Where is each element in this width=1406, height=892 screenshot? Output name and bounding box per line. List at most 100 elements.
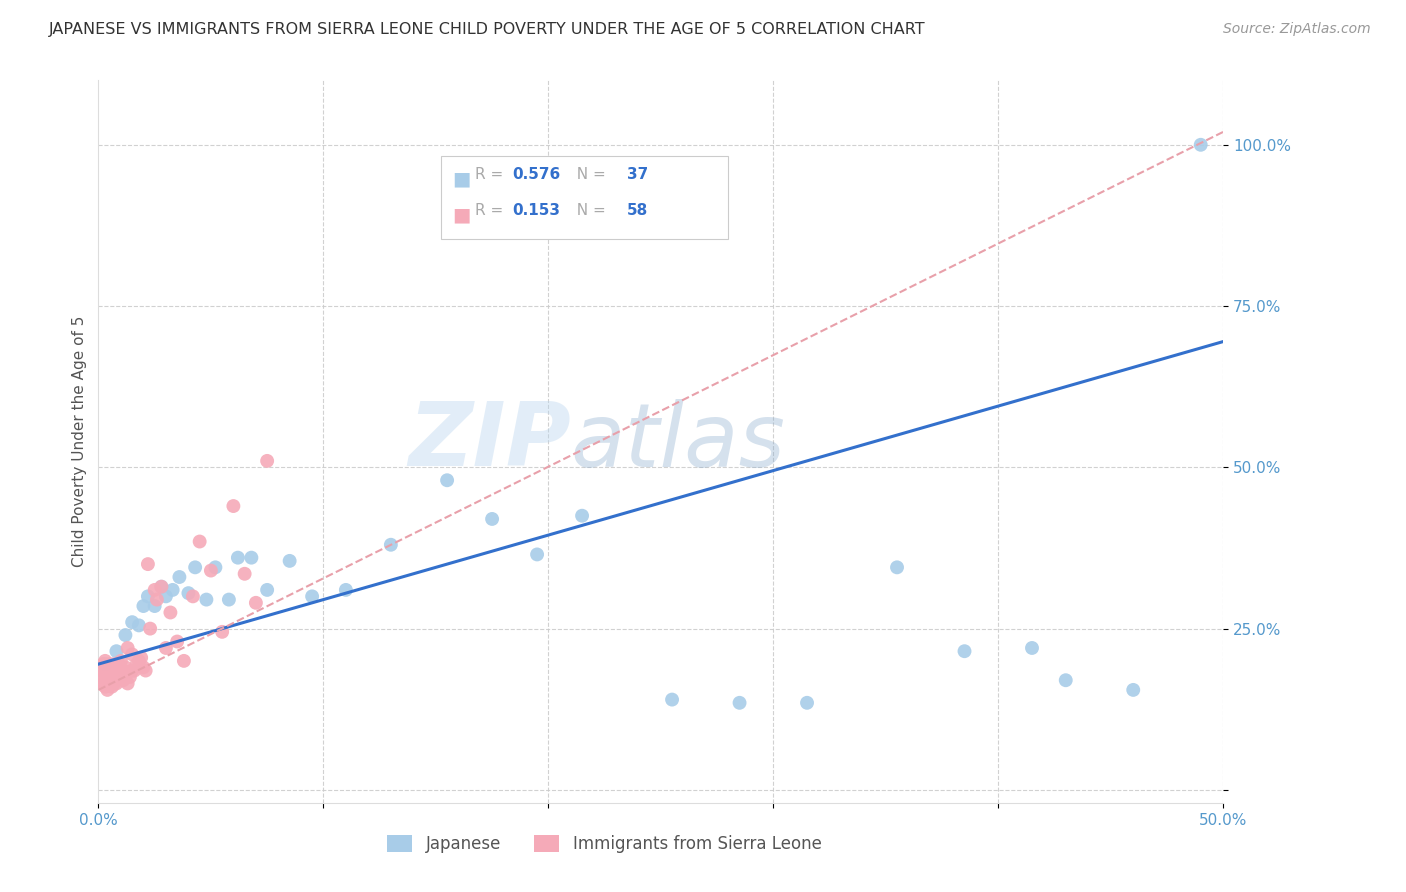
Point [181, 590, 204, 604]
Point [245, 596, 267, 610]
Point [105, 666, 128, 681]
Point [121, 648, 143, 662]
Point [200, 564, 222, 578]
Point [91, 657, 114, 672]
Point [204, 560, 226, 574]
Point [240, 550, 263, 565]
Point [150, 580, 173, 594]
Text: 0.153: 0.153 [512, 203, 561, 219]
Text: N =: N = [568, 203, 612, 219]
Point [94, 657, 117, 672]
Point [162, 582, 184, 597]
Point [117, 640, 139, 655]
Point [436, 473, 458, 487]
Point [98, 676, 121, 690]
Point [139, 622, 162, 636]
Point [159, 606, 181, 620]
Point [218, 592, 240, 607]
Point [129, 650, 152, 665]
Point [169, 570, 191, 584]
Point [1189, 137, 1212, 152]
Point [105, 676, 128, 690]
Text: atlas: atlas [571, 399, 786, 484]
Point [728, 696, 751, 710]
Point [94, 666, 117, 681]
Point [121, 664, 143, 678]
Point [128, 654, 150, 668]
Y-axis label: Child Poverty Under the Age of 5: Child Poverty Under the Age of 5 [72, 316, 87, 567]
Point [132, 599, 155, 613]
Point [143, 582, 166, 597]
Point [114, 670, 136, 684]
Point [136, 557, 159, 571]
Point [233, 566, 256, 581]
Point [103, 676, 125, 690]
Point [226, 550, 249, 565]
Point [105, 664, 128, 678]
Point [128, 618, 150, 632]
Point [132, 660, 155, 674]
Point [114, 628, 136, 642]
Point [94, 654, 117, 668]
Point [103, 670, 125, 684]
Point [110, 664, 132, 678]
Point [335, 582, 357, 597]
Point [155, 590, 177, 604]
Point [101, 664, 124, 678]
Point [107, 657, 129, 672]
Point [796, 696, 818, 710]
Point [101, 680, 124, 694]
Point [96, 682, 118, 697]
Text: Source: ZipAtlas.com: Source: ZipAtlas.com [1223, 22, 1371, 37]
Point [98, 670, 121, 684]
Point [177, 586, 200, 600]
Point [114, 660, 136, 674]
Point [166, 634, 188, 648]
Point [135, 664, 157, 678]
Point [136, 590, 159, 604]
Point [661, 692, 683, 706]
Point [184, 560, 207, 574]
Point [155, 640, 177, 655]
Point [90, 664, 112, 678]
Point [143, 599, 166, 613]
Point [1021, 640, 1043, 655]
Point [103, 657, 125, 672]
Point [222, 499, 245, 513]
Point [125, 657, 148, 672]
Point [256, 582, 278, 597]
Point [278, 554, 301, 568]
Text: ■: ■ [453, 169, 471, 188]
Text: N =: N = [568, 167, 612, 182]
Point [91, 676, 114, 690]
Point [1122, 682, 1144, 697]
Point [96, 673, 118, 688]
Point [886, 560, 908, 574]
Text: ZIP: ZIP [408, 398, 571, 485]
Point [121, 615, 143, 630]
Text: 0.576: 0.576 [512, 167, 561, 182]
Point [188, 534, 211, 549]
Point [211, 624, 233, 639]
Point [173, 654, 195, 668]
Text: R =: R = [475, 167, 509, 182]
Legend: Japanese, Immigrants from Sierra Leone: Japanese, Immigrants from Sierra Leone [381, 828, 828, 860]
Point [112, 673, 135, 688]
Point [98, 657, 121, 672]
Point [571, 508, 593, 523]
Point [110, 654, 132, 668]
Point [481, 512, 503, 526]
Text: JAPANESE VS IMMIGRANTS FROM SIERRA LEONE CHILD POVERTY UNDER THE AGE OF 5 CORREL: JAPANESE VS IMMIGRANTS FROM SIERRA LEONE… [49, 22, 925, 37]
Point [953, 644, 976, 658]
Point [112, 664, 135, 678]
Point [94, 680, 117, 694]
Point [118, 670, 141, 684]
Point [150, 580, 173, 594]
Point [380, 538, 402, 552]
Point [146, 592, 169, 607]
Text: 58: 58 [627, 203, 648, 219]
Text: 37: 37 [627, 167, 648, 182]
Point [105, 644, 128, 658]
Point [107, 670, 129, 684]
Text: R =: R = [475, 203, 509, 219]
